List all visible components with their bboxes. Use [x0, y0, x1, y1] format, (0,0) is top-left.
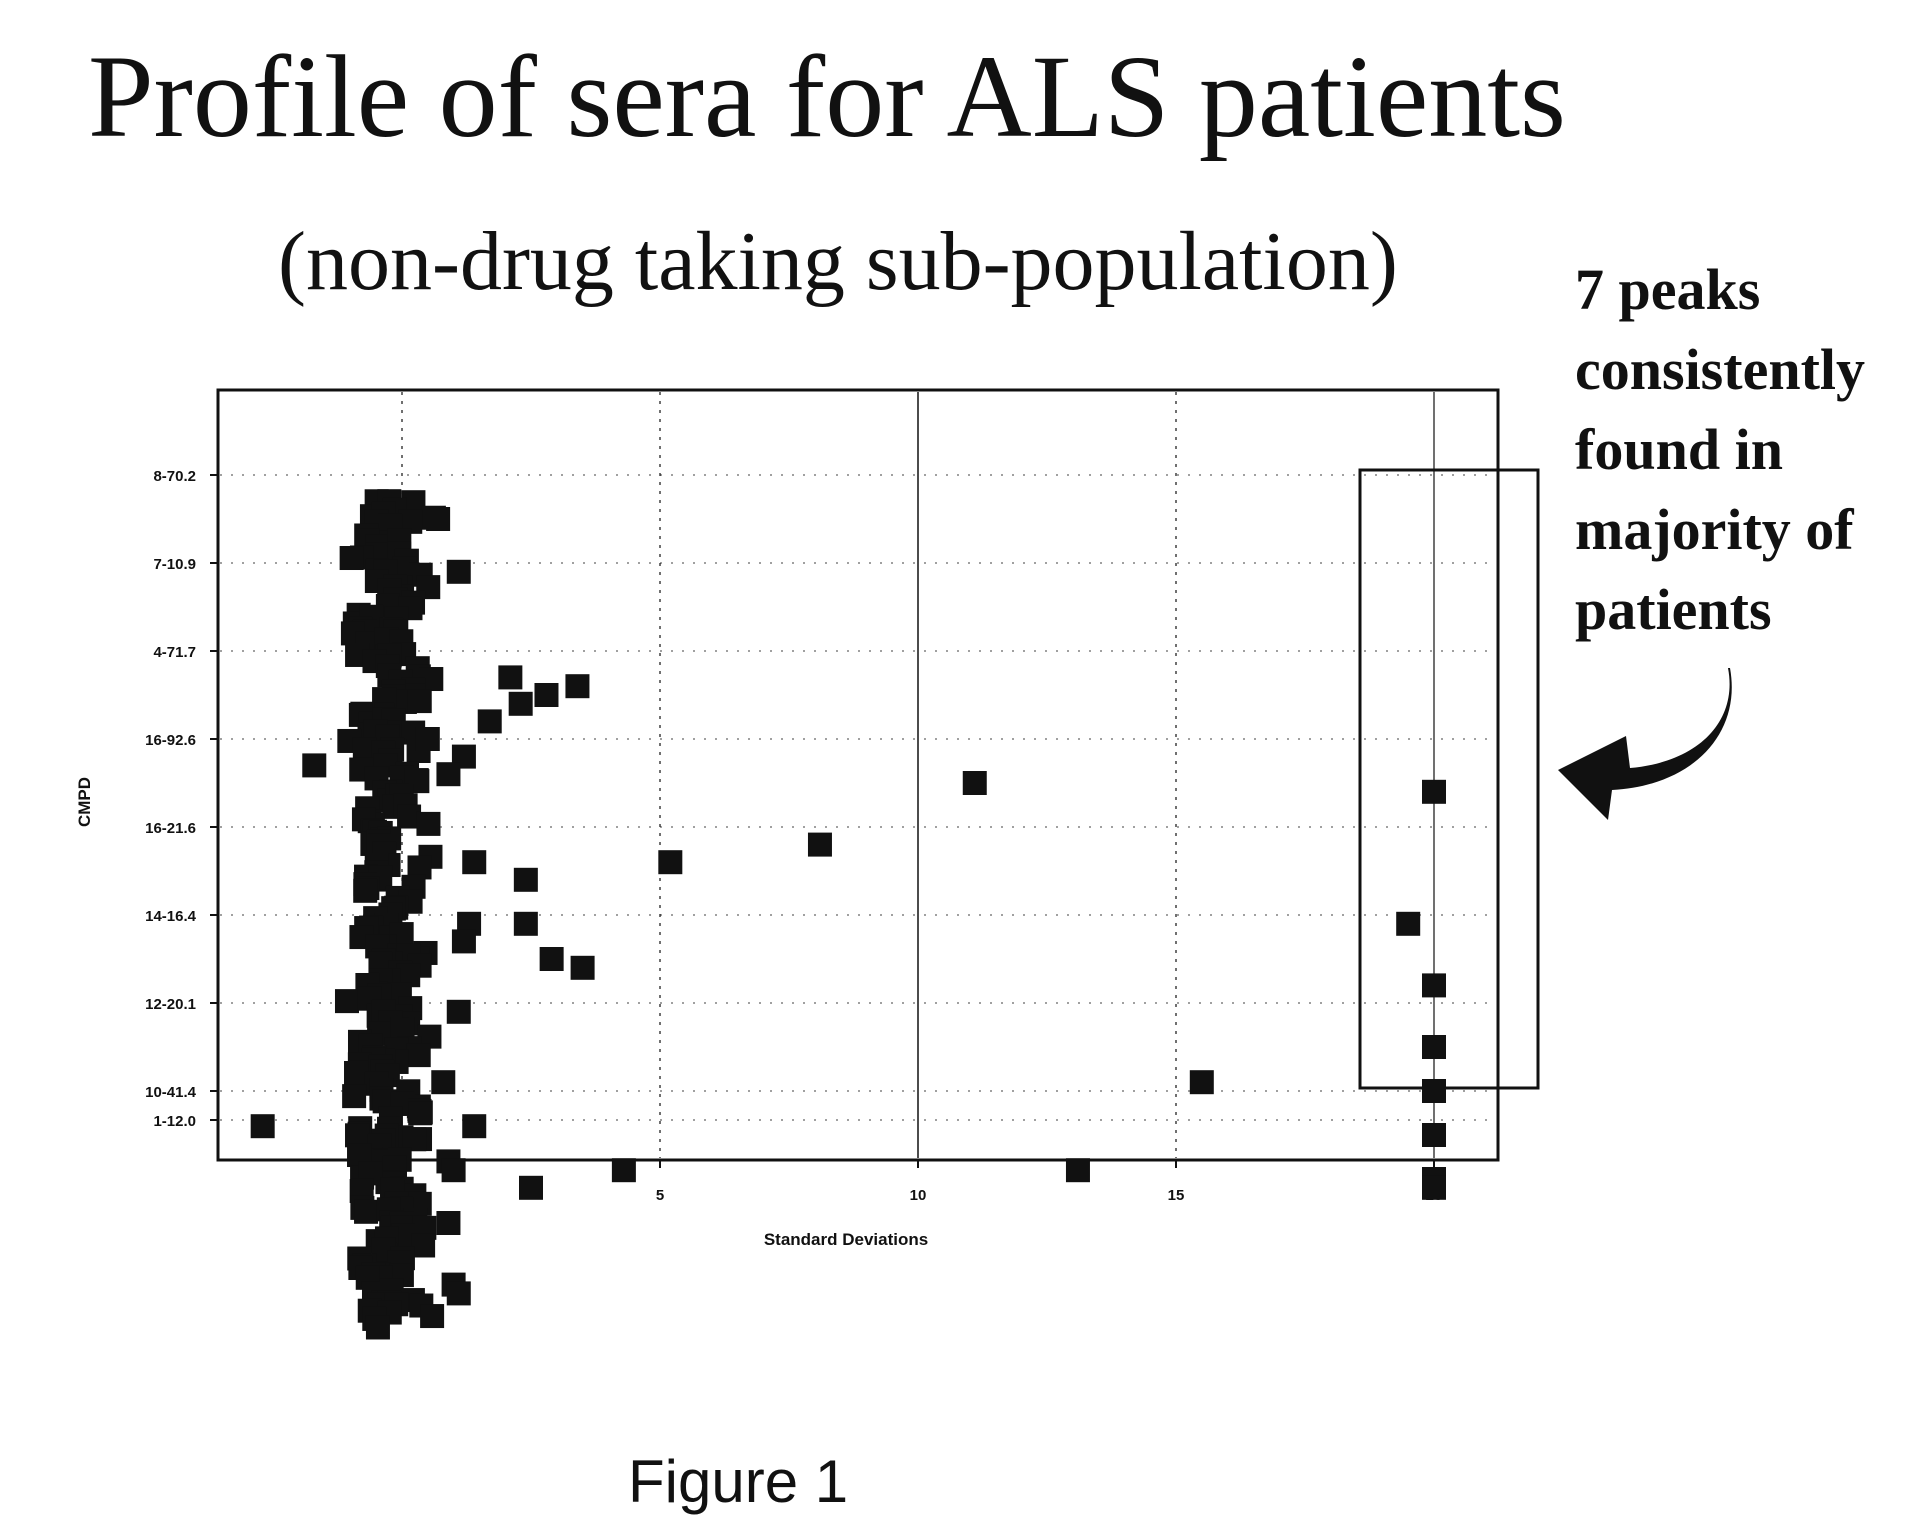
y-tick-label: 14-16.4 [145, 908, 197, 925]
data-point [658, 850, 682, 874]
data-point [1422, 780, 1446, 804]
x-axis-label: Standard Deviations [764, 1230, 928, 1249]
data-point [354, 1200, 378, 1224]
data-point [534, 683, 558, 707]
y-axis: 8-70.2 7-10.9 4-71.7 16-92.6 16-21.6 14-16.4 1… [145, 468, 218, 1130]
data-point [442, 1158, 466, 1182]
data-point [498, 665, 522, 689]
x-tick-label: 10 [910, 1187, 927, 1204]
y-tick-label: 7-10.9 [153, 556, 196, 573]
data-point [540, 947, 564, 971]
data-point [302, 753, 326, 777]
data-point [251, 1114, 275, 1138]
x-tick-label: 5 [656, 1187, 664, 1204]
data-point [447, 560, 471, 584]
data-point [436, 762, 460, 786]
data-point [1422, 1079, 1446, 1103]
data-point [366, 1315, 390, 1339]
data-point [408, 689, 432, 713]
curved-arrow-icon [1558, 668, 1732, 820]
y-tick-label: 10-41.4 [145, 1084, 197, 1101]
data-point [416, 727, 440, 751]
data-point [1422, 1123, 1446, 1147]
data-point [420, 1304, 444, 1328]
x-tick-label: 15 [1168, 1187, 1185, 1204]
data-point [808, 833, 832, 857]
data-points [251, 489, 1446, 1339]
figure-label: Figure 1 [628, 1452, 848, 1512]
y-tick-label: 16-92.6 [145, 732, 196, 749]
data-point [963, 771, 987, 795]
data-point [353, 879, 377, 903]
data-point [509, 692, 533, 716]
data-point [436, 1211, 460, 1235]
data-point [462, 850, 486, 874]
data-point [462, 1114, 486, 1138]
data-point [478, 709, 502, 733]
data-point [514, 868, 538, 892]
x-axis: 05101520 [398, 1160, 1443, 1204]
data-point [344, 1061, 368, 1085]
y-axis-label: CMPD [75, 777, 94, 827]
data-point [340, 546, 364, 570]
data-point [612, 1158, 636, 1182]
y-tick-label: 16-21.6 [145, 820, 196, 837]
data-point [426, 507, 450, 531]
data-point [342, 1084, 366, 1108]
data-point [519, 1176, 543, 1200]
data-point [431, 1070, 455, 1094]
data-point [514, 912, 538, 936]
y-tick-label: 12-20.1 [145, 996, 196, 1013]
data-point [447, 1281, 471, 1305]
data-point [1190, 1070, 1214, 1094]
data-point [571, 956, 595, 980]
data-point [452, 929, 476, 953]
data-point [565, 674, 589, 698]
data-point [407, 1043, 431, 1067]
data-point [1396, 912, 1420, 936]
data-point [1422, 1176, 1446, 1200]
data-point [1422, 1035, 1446, 1059]
data-point [416, 812, 440, 836]
data-point [335, 989, 359, 1013]
data-point [1066, 1158, 1090, 1182]
y-tick-label: 1-12.0 [153, 1113, 196, 1130]
y-tick-label: 8-70.2 [153, 468, 196, 485]
data-point [1422, 973, 1446, 997]
y-tick-label: 4-71.7 [153, 644, 196, 661]
data-point [447, 1000, 471, 1024]
data-point [408, 1101, 432, 1125]
